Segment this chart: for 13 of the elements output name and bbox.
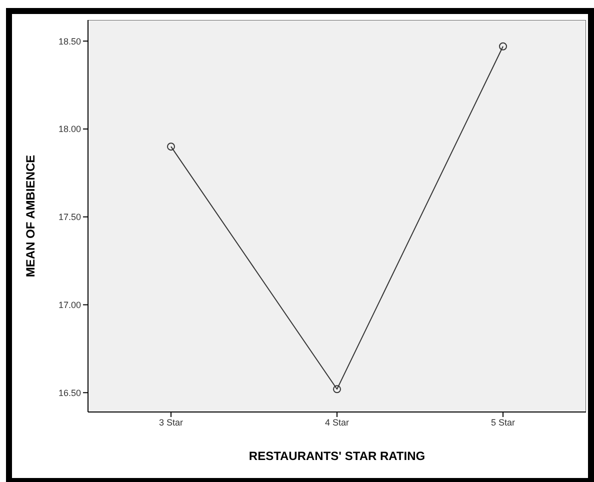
point: [333, 385, 341, 394]
point: [167, 142, 175, 151]
x-tick-label: 5 Star: [490, 417, 516, 428]
x-tick-label: 3 Star: [158, 417, 184, 428]
y-tick-label: 17.50: [58, 212, 81, 222]
x-tick-label: 4 Star: [324, 417, 350, 428]
y-tick-label: 16.50: [58, 388, 81, 398]
y-tick-label: 18.50: [58, 36, 81, 46]
y-axis-title: MEAN OF AMBIENCE: [23, 154, 38, 278]
y-tick-label: 18.00: [58, 124, 81, 134]
point: [499, 42, 507, 50]
x-axis-title: RESTAURANTS' STAR RATING: [248, 449, 426, 463]
y-tick-label: 17.00: [58, 300, 81, 310]
